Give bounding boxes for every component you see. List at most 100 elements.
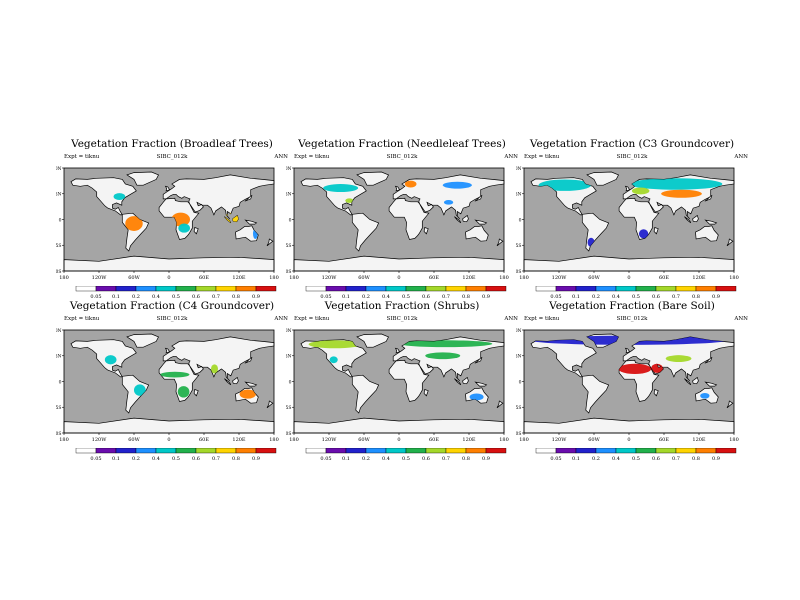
land-borneo xyxy=(692,214,699,223)
x-tick-label: 0 xyxy=(167,437,170,443)
data-region xyxy=(631,187,650,195)
colorbar-swatch xyxy=(635,286,657,292)
colorbar-label: 0.8 xyxy=(692,294,700,300)
chart-title: Vegetation Fraction (Bare Soil) xyxy=(549,300,715,312)
x-tick-label: 120E xyxy=(462,437,476,443)
season-label: ANN xyxy=(504,316,518,322)
land-sumatra xyxy=(684,216,692,224)
land-japan xyxy=(704,194,713,202)
colorbar-swatch xyxy=(75,286,97,292)
colorbar-swatch xyxy=(305,448,327,454)
x-tick-label: 180 xyxy=(519,437,529,443)
x-tick-label: 0 xyxy=(167,275,170,281)
colorbar-label: 0.7 xyxy=(442,294,450,300)
land-uk xyxy=(394,185,401,192)
colorbar-label: 0.7 xyxy=(212,456,220,462)
land-australia xyxy=(235,225,259,242)
land-eurasia xyxy=(162,336,275,382)
colorbar-swatch xyxy=(75,448,97,454)
colorbar-label: 0.7 xyxy=(442,456,450,462)
y-tick-label: 90S xyxy=(56,269,62,275)
colorbar-label: 0.5 xyxy=(632,294,640,300)
colorbar-swatch xyxy=(555,286,577,292)
data-region xyxy=(104,355,117,365)
y-tick-label: 45N xyxy=(56,192,62,198)
colorbar-swatch xyxy=(345,286,367,292)
x-tick-label: 180 xyxy=(269,275,279,281)
x-tick-label: 0 xyxy=(627,437,630,443)
y-tick-label: 0 xyxy=(519,217,522,223)
land-uk xyxy=(164,185,171,192)
colorbar-swatch xyxy=(595,286,617,292)
land-africa xyxy=(618,197,660,240)
map-plot: 180 120W 60W 0 60E 120E 180 90N 45N 0 45S 90S xyxy=(516,328,739,443)
x-tick-label: 0 xyxy=(397,437,400,443)
colorbar-label: 0.7 xyxy=(672,456,680,462)
land-greenland xyxy=(586,171,619,186)
season-label: ANN xyxy=(274,154,288,160)
colorbar-label: 0.2 xyxy=(362,456,370,462)
season-label: ANN xyxy=(504,154,518,160)
colorbar-swatch xyxy=(555,448,577,454)
colorbar-swatch xyxy=(365,286,387,292)
data-region xyxy=(345,198,354,203)
x-tick-label: 120E xyxy=(232,437,246,443)
colorbar: 0.05 0.1 0.2 0.4 0.5 0.6 0.7 0.8 0.9 xyxy=(75,286,277,300)
colorbar-swatch xyxy=(715,448,737,454)
colorbar-swatch xyxy=(445,286,467,292)
colorbar-label: 0.1 xyxy=(572,456,580,462)
land-north-america xyxy=(70,177,137,216)
colorbar-swatch xyxy=(485,448,507,454)
data-region xyxy=(239,389,256,399)
colorbar-swatch xyxy=(235,286,257,292)
y-tick-label: 0 xyxy=(519,379,522,385)
colorbar-swatch xyxy=(615,448,637,454)
y-tick-label: 0 xyxy=(289,379,292,385)
land-madagascar xyxy=(423,227,429,235)
land-africa xyxy=(388,197,430,240)
case-label: SIBC_012k xyxy=(156,316,188,322)
colorbar-label: 0.05 xyxy=(90,294,101,300)
x-tick-label: 180 xyxy=(499,275,509,281)
x-tick-label: 120W xyxy=(552,275,568,281)
colorbar-label: 0.5 xyxy=(632,456,640,462)
colorbar: 0.05 0.1 0.2 0.4 0.5 0.6 0.7 0.8 0.9 xyxy=(75,448,277,462)
colorbar-label: 0.6 xyxy=(652,294,660,300)
x-tick-label: 180 xyxy=(59,437,69,443)
x-tick-label: 120W xyxy=(322,437,338,443)
x-tick-label: 60E xyxy=(199,275,209,281)
data-layer xyxy=(323,180,472,205)
y-tick-label: 45N xyxy=(286,192,292,198)
case-label: SIBC_012k xyxy=(616,154,648,160)
map-plot: 180 120W 60W 0 60E 120E 180 90N 45N 0 45S 90S xyxy=(56,328,279,443)
land-japan xyxy=(704,356,713,364)
colorbar-swatch xyxy=(655,286,677,292)
colorbar-swatch xyxy=(155,448,177,454)
data-region xyxy=(629,178,723,190)
land-new-guinea xyxy=(244,219,258,225)
case-label: SIBC_012k xyxy=(386,154,418,160)
land-madagascar xyxy=(193,227,199,235)
colorbar-label: 0.05 xyxy=(320,456,331,462)
data-region xyxy=(443,200,454,205)
y-tick-label: 0 xyxy=(289,217,292,223)
land-new-guinea xyxy=(704,219,718,225)
x-tick-label: 60W xyxy=(128,275,140,281)
land-australia xyxy=(695,225,719,242)
colorbar-swatch xyxy=(175,448,197,454)
colorbar-swatch xyxy=(535,286,557,292)
colorbar-label: 0.6 xyxy=(422,456,430,462)
x-tick-label: 60E xyxy=(659,437,669,443)
colorbar-swatch xyxy=(365,448,387,454)
chart-panel: Vegetation Fraction (C3 Groundcover) Exp… xyxy=(516,138,748,300)
colorbar-label: 0.7 xyxy=(672,294,680,300)
land-new-zealand xyxy=(726,400,734,409)
colorbar-label: 0.2 xyxy=(132,456,140,462)
colorbar-swatch xyxy=(675,286,697,292)
y-tick-label: 0 xyxy=(59,379,62,385)
data-region xyxy=(113,193,126,201)
x-tick-label: 120W xyxy=(92,275,108,281)
colorbar-swatch xyxy=(215,448,237,454)
colorbar-label: 0.8 xyxy=(232,294,240,300)
colorbar-swatch xyxy=(695,448,717,454)
